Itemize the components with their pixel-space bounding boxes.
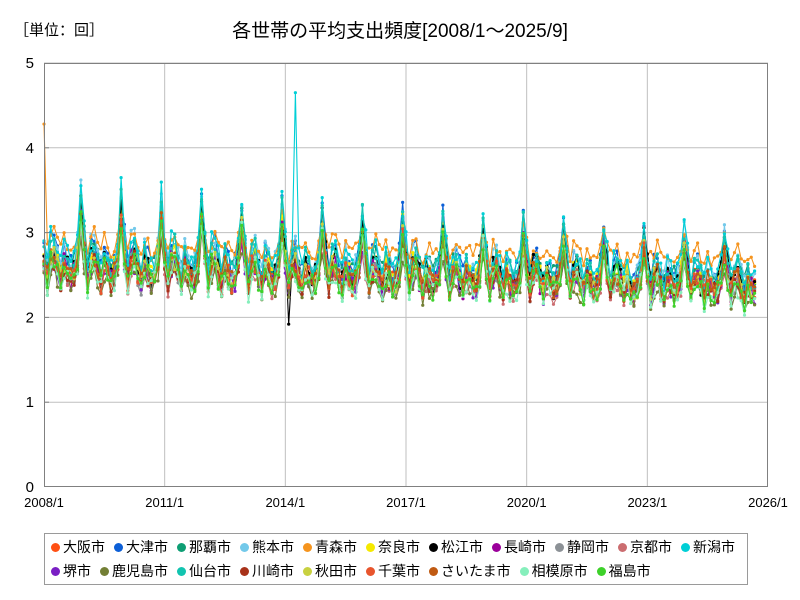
- legend-item[interactable]: 大津市: [114, 540, 168, 554]
- legend-marker-icon: [429, 566, 438, 576]
- chart-title: 各世帯の平均支出頻度[2008/1〜2025/9]: [232, 21, 568, 42]
- legend-marker-icon: [429, 542, 438, 552]
- legend-marker-icon: [177, 542, 186, 552]
- legend-item[interactable]: 大阪市: [51, 540, 105, 554]
- legend-label: 仙台市: [189, 563, 231, 579]
- x-tick-label: 2011/1: [145, 495, 184, 510]
- legend-label: 奈良市: [378, 539, 420, 555]
- legend-marker-icon: [51, 566, 60, 576]
- data-series-group: [42, 91, 757, 326]
- legend-item[interactable]: 堺市: [51, 564, 91, 578]
- legend-marker-icon: [51, 542, 60, 552]
- x-tick-label: 2020/1: [507, 495, 547, 510]
- legend-label: 松江市: [441, 539, 483, 555]
- legend-marker-icon: [555, 542, 564, 552]
- legend-item[interactable]: 那覇市: [177, 540, 231, 554]
- chart-legend: 大阪市 大津市 那覇市 熊本市 青森市 奈良市 松江市 長崎市 静岡市 京都市 新潟市堺市 鹿児島市 仙…: [44, 533, 748, 585]
- legend-item[interactable]: 福島市: [596, 563, 651, 579]
- legend-label: 青森市: [315, 539, 357, 555]
- legend-marker-icon: [303, 566, 312, 576]
- legend-label: 千葉市: [378, 563, 420, 579]
- legend-item[interactable]: 秋田市: [303, 564, 357, 578]
- y-tick-label: 4: [26, 140, 34, 157]
- legend-item[interactable]: 川崎市: [240, 564, 294, 578]
- y-tick-label: 1: [26, 394, 34, 411]
- legend-marker-icon: [177, 566, 186, 576]
- legend-item[interactable]: 仙台市: [177, 564, 231, 578]
- data-series: [42, 210, 757, 313]
- legend-marker-icon: [596, 566, 606, 576]
- legend-item[interactable]: 熊本市: [240, 540, 294, 554]
- x-axis-labels: 2008/1 2011/1 2014/1 2017/1 2020/1 2023/1 2026…: [24, 495, 788, 510]
- legend-label: 福島市: [608, 563, 651, 579]
- legend-item[interactable]: 松江市: [429, 540, 483, 554]
- legend-label: 長崎市: [504, 539, 546, 555]
- y-tick-label: 3: [26, 225, 34, 242]
- legend-label: 那覇市: [189, 539, 231, 555]
- legend-item[interactable]: さいたま市: [429, 564, 511, 578]
- legend-label: 堺市: [63, 563, 91, 579]
- plot-border: [44, 63, 768, 487]
- legend-marker-icon: [618, 542, 627, 552]
- legend-label: 新潟市: [693, 539, 735, 555]
- legend-marker-icon: [114, 542, 123, 552]
- legend-marker-icon: [681, 542, 690, 552]
- legend-item[interactable]: 鹿児島市: [100, 564, 168, 578]
- legend-marker-icon: [240, 542, 249, 552]
- y-tick-label: 2: [26, 309, 34, 326]
- legend-marker-icon: [492, 542, 501, 552]
- legend-label: さいたま市: [441, 563, 511, 579]
- legend-item[interactable]: 奈良市: [366, 540, 420, 554]
- legend-marker-icon: [519, 566, 529, 576]
- y-tick-label: 0: [26, 479, 34, 496]
- legend-item[interactable]: 相模原市: [519, 563, 588, 579]
- legend-item[interactable]: 京都市: [618, 540, 672, 554]
- legend-label: 鹿児島市: [112, 563, 168, 579]
- legend-label: 川崎市: [252, 563, 294, 579]
- y-axis-labels: 0 1 2 3 4 5: [26, 55, 49, 496]
- legend-label: 大阪市: [63, 539, 105, 555]
- legend-label: 相模原市: [531, 563, 588, 579]
- legend-item[interactable]: 静岡市: [555, 540, 609, 554]
- x-tick-label: 2008/1: [24, 495, 64, 510]
- legend-row: 大阪市 大津市 那覇市 熊本市 青森市 奈良市 松江市 長崎市 静岡市 京都市 新潟市: [51, 535, 747, 559]
- legend-label: 静岡市: [567, 539, 609, 555]
- legend-item[interactable]: 長崎市: [492, 540, 546, 554]
- legend-marker-icon: [100, 566, 109, 576]
- legend-label: 京都市: [630, 539, 672, 555]
- legend-item[interactable]: 新潟市: [681, 540, 735, 554]
- legend-marker-icon: [240, 566, 249, 576]
- legend-label: 秋田市: [315, 563, 357, 579]
- legend-marker-icon: [366, 542, 375, 552]
- x-tick-label: 2023/1: [627, 495, 667, 510]
- x-tick-label: 2014/1: [265, 495, 305, 510]
- y-tick-label: 5: [26, 55, 34, 72]
- x-tick-label: 2017/1: [386, 495, 426, 510]
- x-tick-label: 2026/1: [748, 495, 788, 510]
- legend-row: 堺市 鹿児島市 仙台市 川崎市 秋田市 千葉市 さいたま市 相模原市 福島市: [51, 559, 747, 583]
- unit-label: ［単位：回］: [14, 22, 105, 39]
- legend-marker-icon: [303, 542, 312, 552]
- legend-item[interactable]: 千葉市: [366, 564, 420, 578]
- legend-label: 熊本市: [252, 539, 294, 555]
- legend-label: 大津市: [126, 539, 168, 555]
- legend-marker-icon: [366, 566, 375, 576]
- legend-item[interactable]: 青森市: [303, 540, 357, 554]
